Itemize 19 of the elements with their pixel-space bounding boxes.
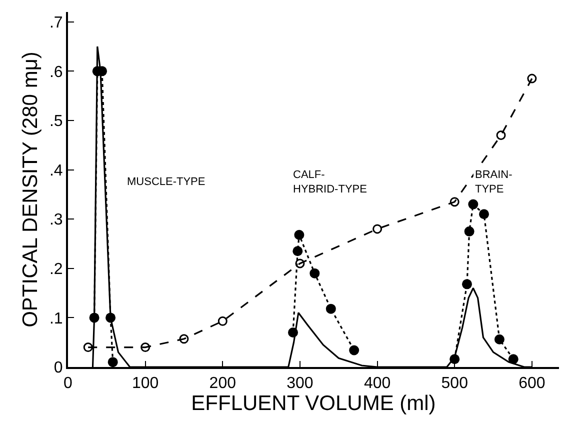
y-tick-label: .1 bbox=[49, 310, 63, 328]
y-tick-label: .2 bbox=[49, 260, 63, 278]
x-tick-label: 600 bbox=[518, 375, 546, 392]
y-tick-label: .4 bbox=[49, 162, 63, 180]
y-tick-label: .3 bbox=[49, 212, 63, 229]
y-tick-label: .5 bbox=[49, 113, 63, 130]
x-tick-label: 200 bbox=[209, 375, 236, 392]
y-axis-title: OPTICAL DENSITY (280 mμ) bbox=[19, 52, 42, 328]
x-tick-label: 100 bbox=[132, 375, 159, 392]
x-tick-label: 500 bbox=[441, 375, 468, 392]
annotation: MUSCLE-TYPE bbox=[127, 176, 206, 188]
y-tick-label: .6 bbox=[49, 64, 63, 81]
annotation: CALF- HYBRID-TYPE bbox=[293, 169, 367, 196]
x-tick-label: 400 bbox=[364, 375, 391, 392]
annotation: BRAIN- TYPE bbox=[475, 169, 513, 196]
y-tick-label: 0 bbox=[54, 360, 63, 377]
y-tick-label: .7 bbox=[49, 14, 63, 32]
x-tick-label: 300 bbox=[286, 375, 314, 392]
x-axis-title: EFFLUENT VOLUME (ml) bbox=[191, 392, 436, 416]
